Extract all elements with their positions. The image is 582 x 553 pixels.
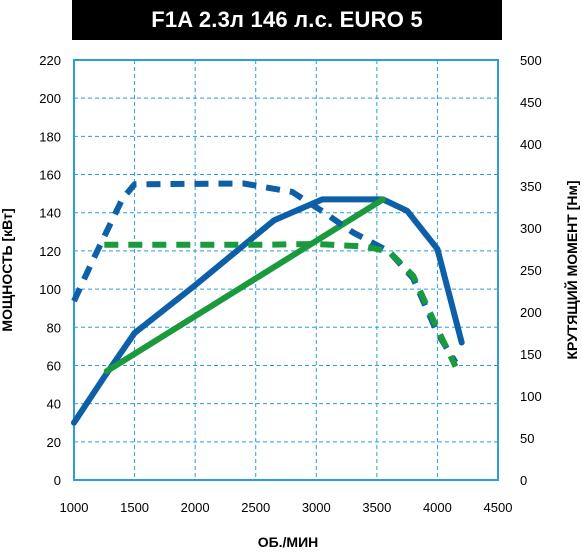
x-tick-label: 4000: [423, 500, 452, 515]
right-y-axis-title: КРУТЯЩИЙ МОМЕНТ [Нм]: [563, 180, 580, 359]
tick-labels: 1000 1500 2000 2500 3000 3500 4000 450002040608…: [39, 53, 541, 515]
y-left-tick-label: 140: [39, 206, 61, 221]
chart-title: F1A 2.3л 146 л.с. EURO 5: [151, 7, 423, 32]
y-right-tick-label: 50: [520, 431, 534, 446]
power-curve-blue: [71, 196, 465, 426]
x-tick-label: 3500: [362, 500, 391, 515]
y-left-tick-label: 20: [47, 435, 61, 450]
y-right-tick-label: 0: [520, 473, 527, 488]
torque-curve-green: [104, 241, 459, 368]
y-left-tick-label: 220: [39, 53, 61, 68]
y-right-tick-label: 250: [520, 263, 542, 278]
y-left-tick-label: 120: [39, 244, 61, 259]
series-lines: [71, 180, 465, 426]
y-right-tick-label: 300: [520, 221, 542, 236]
y-right-tick-label: 100: [520, 389, 542, 404]
y-left-tick-label: 200: [39, 91, 61, 106]
x-tick-label: 3000: [302, 500, 331, 515]
left-y-axis-title: МОЩНОСТЬ [кВт]: [0, 208, 15, 331]
y-right-tick-label: 400: [520, 137, 542, 152]
x-axis-title: ОБ./МИН: [258, 534, 319, 550]
grid: [74, 60, 498, 480]
y-right-tick-label: 350: [520, 179, 542, 194]
x-tick-label: 1500: [120, 500, 149, 515]
y-left-tick-label: 0: [54, 473, 61, 488]
y-right-tick-label: 450: [520, 95, 542, 110]
plot-area-border: [73, 59, 499, 481]
x-tick-label: 2000: [181, 500, 210, 515]
y-right-tick-label: 200: [520, 305, 542, 320]
y-left-tick-label: 160: [39, 168, 61, 183]
x-tick-label: 2500: [241, 500, 270, 515]
y-left-tick-label: 60: [47, 358, 61, 373]
y-left-tick-label: 40: [47, 397, 61, 412]
chart-title-bar: F1A 2.3л 146 л.с. EURO 5: [72, 0, 502, 40]
y-left-tick-label: 80: [47, 320, 61, 335]
y-left-tick-label: 100: [39, 282, 61, 297]
y-right-tick-label: 500: [520, 53, 542, 68]
x-tick-label: 1000: [60, 500, 89, 515]
y-left-tick-label: 180: [39, 129, 61, 144]
x-tick-label: 4500: [484, 500, 513, 515]
y-right-tick-label: 150: [520, 347, 542, 362]
power-curve-green: [103, 196, 386, 375]
